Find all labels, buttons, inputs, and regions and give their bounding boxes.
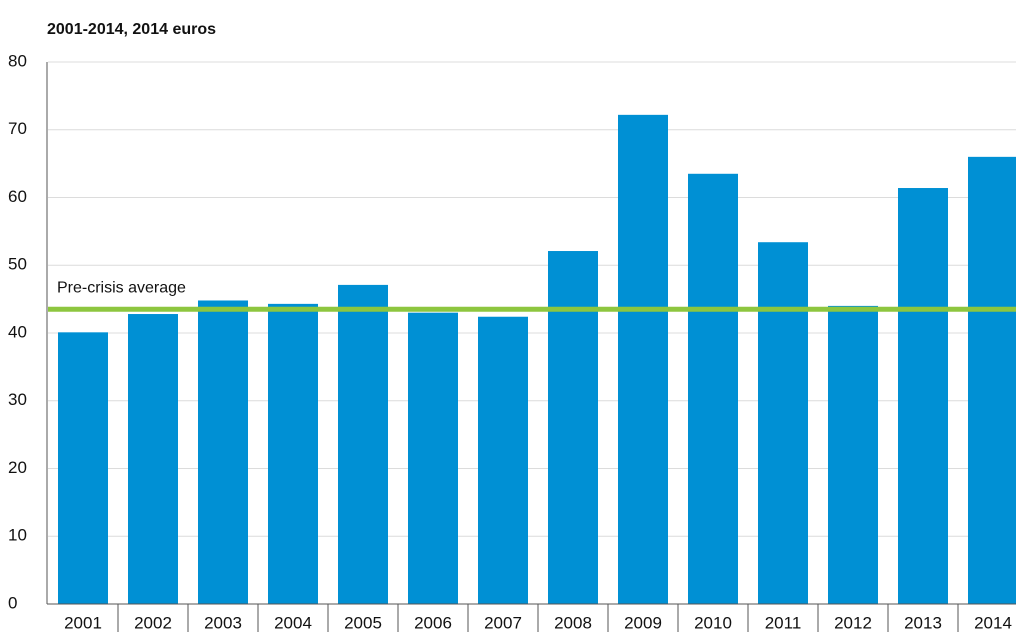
- bar: [548, 251, 598, 604]
- bar: [338, 284, 388, 604]
- bar: [408, 312, 458, 604]
- bar: [968, 156, 1016, 604]
- x-tick-label: 2011: [765, 613, 802, 632]
- y-tick-label: 60: [8, 187, 27, 206]
- y-tick-label: 20: [8, 458, 27, 477]
- bar: [478, 316, 528, 604]
- bar: [688, 173, 738, 604]
- x-tick-label: 2009: [624, 613, 662, 632]
- chart-title: 2001-2014, 2014 euros: [47, 21, 216, 38]
- y-tick-label: 80: [8, 51, 27, 70]
- y-tick-label: 30: [8, 390, 27, 409]
- bar: [618, 114, 668, 604]
- y-tick-label: 40: [8, 322, 27, 341]
- x-tick-label: 2003: [204, 613, 242, 632]
- x-tick-label: 2010: [694, 613, 732, 632]
- x-tick-label: 2012: [834, 613, 872, 632]
- x-tick-label: 2004: [274, 613, 312, 632]
- x-tick-label: 2008: [554, 613, 592, 632]
- x-tick-label: 2006: [414, 613, 452, 632]
- x-tick-label: 2014: [974, 613, 1012, 632]
- x-tick-label: 2013: [904, 613, 942, 632]
- x-tick-label: 2007: [484, 613, 522, 632]
- bar: [898, 188, 948, 604]
- y-tick-label: 50: [8, 255, 27, 274]
- bar: [758, 242, 808, 604]
- y-tick-label: 70: [8, 119, 27, 138]
- reference-label: Pre-crisis average: [57, 280, 186, 297]
- x-tick-label: 2005: [344, 613, 382, 632]
- bar: [58, 332, 108, 604]
- bar: [198, 300, 248, 604]
- bar: [268, 303, 318, 604]
- y-tick-label: 0: [8, 593, 17, 612]
- y-tick-label: 10: [8, 526, 27, 545]
- x-tick-label: 2002: [134, 613, 172, 632]
- bar: [128, 314, 178, 604]
- x-tick-label: 2001: [64, 613, 102, 632]
- bar: [828, 305, 878, 604]
